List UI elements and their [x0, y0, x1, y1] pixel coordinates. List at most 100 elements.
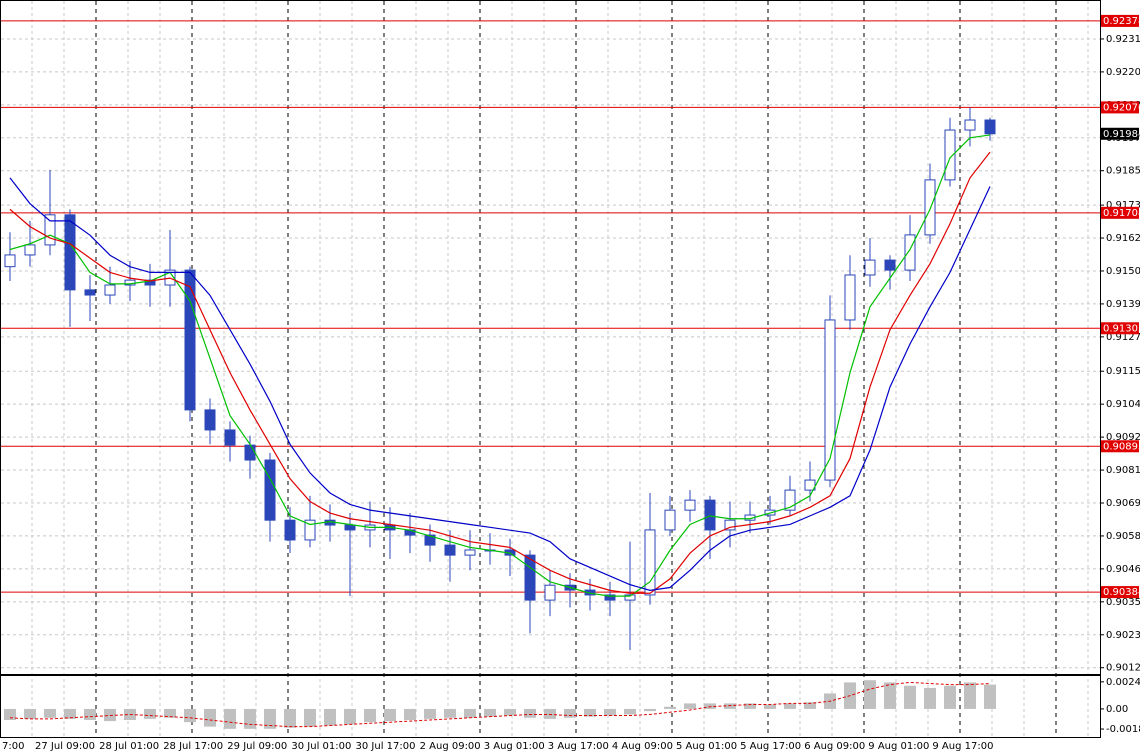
macd-bar: [244, 708, 256, 729]
macd-bar: [584, 708, 596, 717]
moving-average: [9, 134, 991, 597]
macd-bar: [744, 703, 756, 709]
macd-bar: [444, 708, 456, 718]
candle-body: [684, 499, 696, 511]
candle-body: [64, 214, 76, 291]
macd-bar: [164, 708, 176, 718]
macd-bar: [424, 708, 436, 719]
candle-body: [184, 269, 196, 411]
moving-average: [9, 177, 991, 591]
macd-bar: [284, 708, 296, 728]
level-label: 0.92076: [1103, 102, 1140, 113]
macd-bar: [84, 708, 96, 720]
candle-body: [544, 584, 556, 601]
candle-body: [284, 519, 296, 541]
main-frame: [0, 0, 1101, 675]
level-label-box: [1101, 14, 1139, 27]
candle-body: [464, 549, 476, 556]
macd-bar: [644, 708, 656, 712]
candle-body: [244, 444, 256, 461]
candle-body: [884, 259, 896, 271]
macd-y-tick-label: -0.00182: [1106, 724, 1140, 735]
candle-body: [804, 479, 816, 491]
macd-signal: [9, 681, 991, 728]
macd-bar: [724, 703, 736, 709]
macd-bar: [604, 708, 616, 716]
y-tick-label: 0.91505: [1106, 266, 1140, 277]
candle-body: [784, 489, 796, 511]
macd-bar: [384, 708, 396, 722]
macd-bar: [684, 703, 696, 709]
macd-bar: [24, 708, 36, 719]
x-tick-label: 27 Jul 09:00: [35, 741, 95, 752]
y-tick-label: 0.90465: [1106, 564, 1140, 575]
macd-bar: [564, 708, 576, 718]
macd-bar: [544, 708, 556, 719]
candle-body: [844, 274, 856, 321]
level-label: 0.92378: [1103, 16, 1140, 27]
macd-bar: [804, 702, 816, 709]
macd-bar: [664, 706, 676, 709]
candle-body: [24, 244, 36, 256]
candle-body: [204, 409, 216, 431]
candle-body: [904, 234, 916, 271]
candle-body: [84, 289, 96, 296]
x-tick-label: 29 Jul 09:00: [227, 741, 287, 752]
macd-bar: [884, 682, 896, 709]
macd-bar: [324, 708, 336, 726]
macd-bar: [204, 708, 216, 727]
current-price-box: [1101, 127, 1139, 140]
indicator-frame: [0, 675, 1101, 738]
macd-bar: [484, 708, 496, 717]
macd-bar: [524, 708, 536, 718]
macd-bar: [964, 682, 976, 709]
x-tick-label: 28 Jul 01:00: [99, 741, 159, 752]
moving-average: [9, 151, 991, 594]
macd-bar: [904, 685, 916, 709]
x-tick-label: 5 Aug 17:00: [740, 741, 801, 752]
macd-bar: [504, 708, 516, 716]
x-tick-label: 7:00: [2, 741, 24, 752]
macd-bar: [304, 708, 316, 727]
x-tick-label: 30 Jul 17:00: [356, 741, 416, 752]
y-tick-label: 0.90235: [1106, 630, 1140, 641]
candle-body: [944, 129, 956, 181]
macd-bar: [864, 680, 876, 709]
y-tick-label: 0.92315: [1106, 34, 1140, 45]
level-label: 0.91305: [1103, 323, 1140, 334]
candle-body: [584, 589, 596, 596]
x-tick-label: 9 Aug 01:00: [868, 741, 929, 752]
candle-body: [264, 459, 276, 521]
y-tick-label: 0.90120: [1106, 663, 1140, 674]
macd-bar: [464, 708, 476, 718]
macd-bar: [404, 708, 416, 720]
macd-bar: [44, 708, 56, 718]
x-tick-label: 2 Aug 09:00: [420, 741, 481, 752]
candle-body: [644, 529, 656, 596]
macd-bar: [104, 708, 116, 722]
y-tick-label: 0.91275: [1106, 332, 1140, 343]
x-tick-label: 5 Aug 01:00: [676, 741, 737, 752]
macd-bar: [4, 708, 16, 720]
candle-body: [724, 519, 736, 531]
level-label-box: [1101, 206, 1139, 219]
level-label: 0.91708: [1103, 208, 1140, 219]
candle-body: [444, 544, 456, 556]
macd-bar: [944, 685, 956, 709]
macd-bar: [264, 708, 276, 729]
candle-body: [664, 509, 676, 531]
x-tick-label: 3 Aug 17:00: [548, 741, 609, 752]
candle-body: [44, 214, 56, 246]
level-label-box: [1101, 440, 1139, 453]
current-price-label: 0.91984: [1103, 129, 1140, 140]
candle-body: [424, 534, 436, 546]
candle-body: [824, 319, 836, 481]
x-tick-label: 28 Jul 17:00: [163, 741, 223, 752]
y-tick-label: 0.90925: [1106, 432, 1140, 443]
macd-bar: [924, 687, 936, 709]
level-label-box: [1101, 322, 1139, 335]
